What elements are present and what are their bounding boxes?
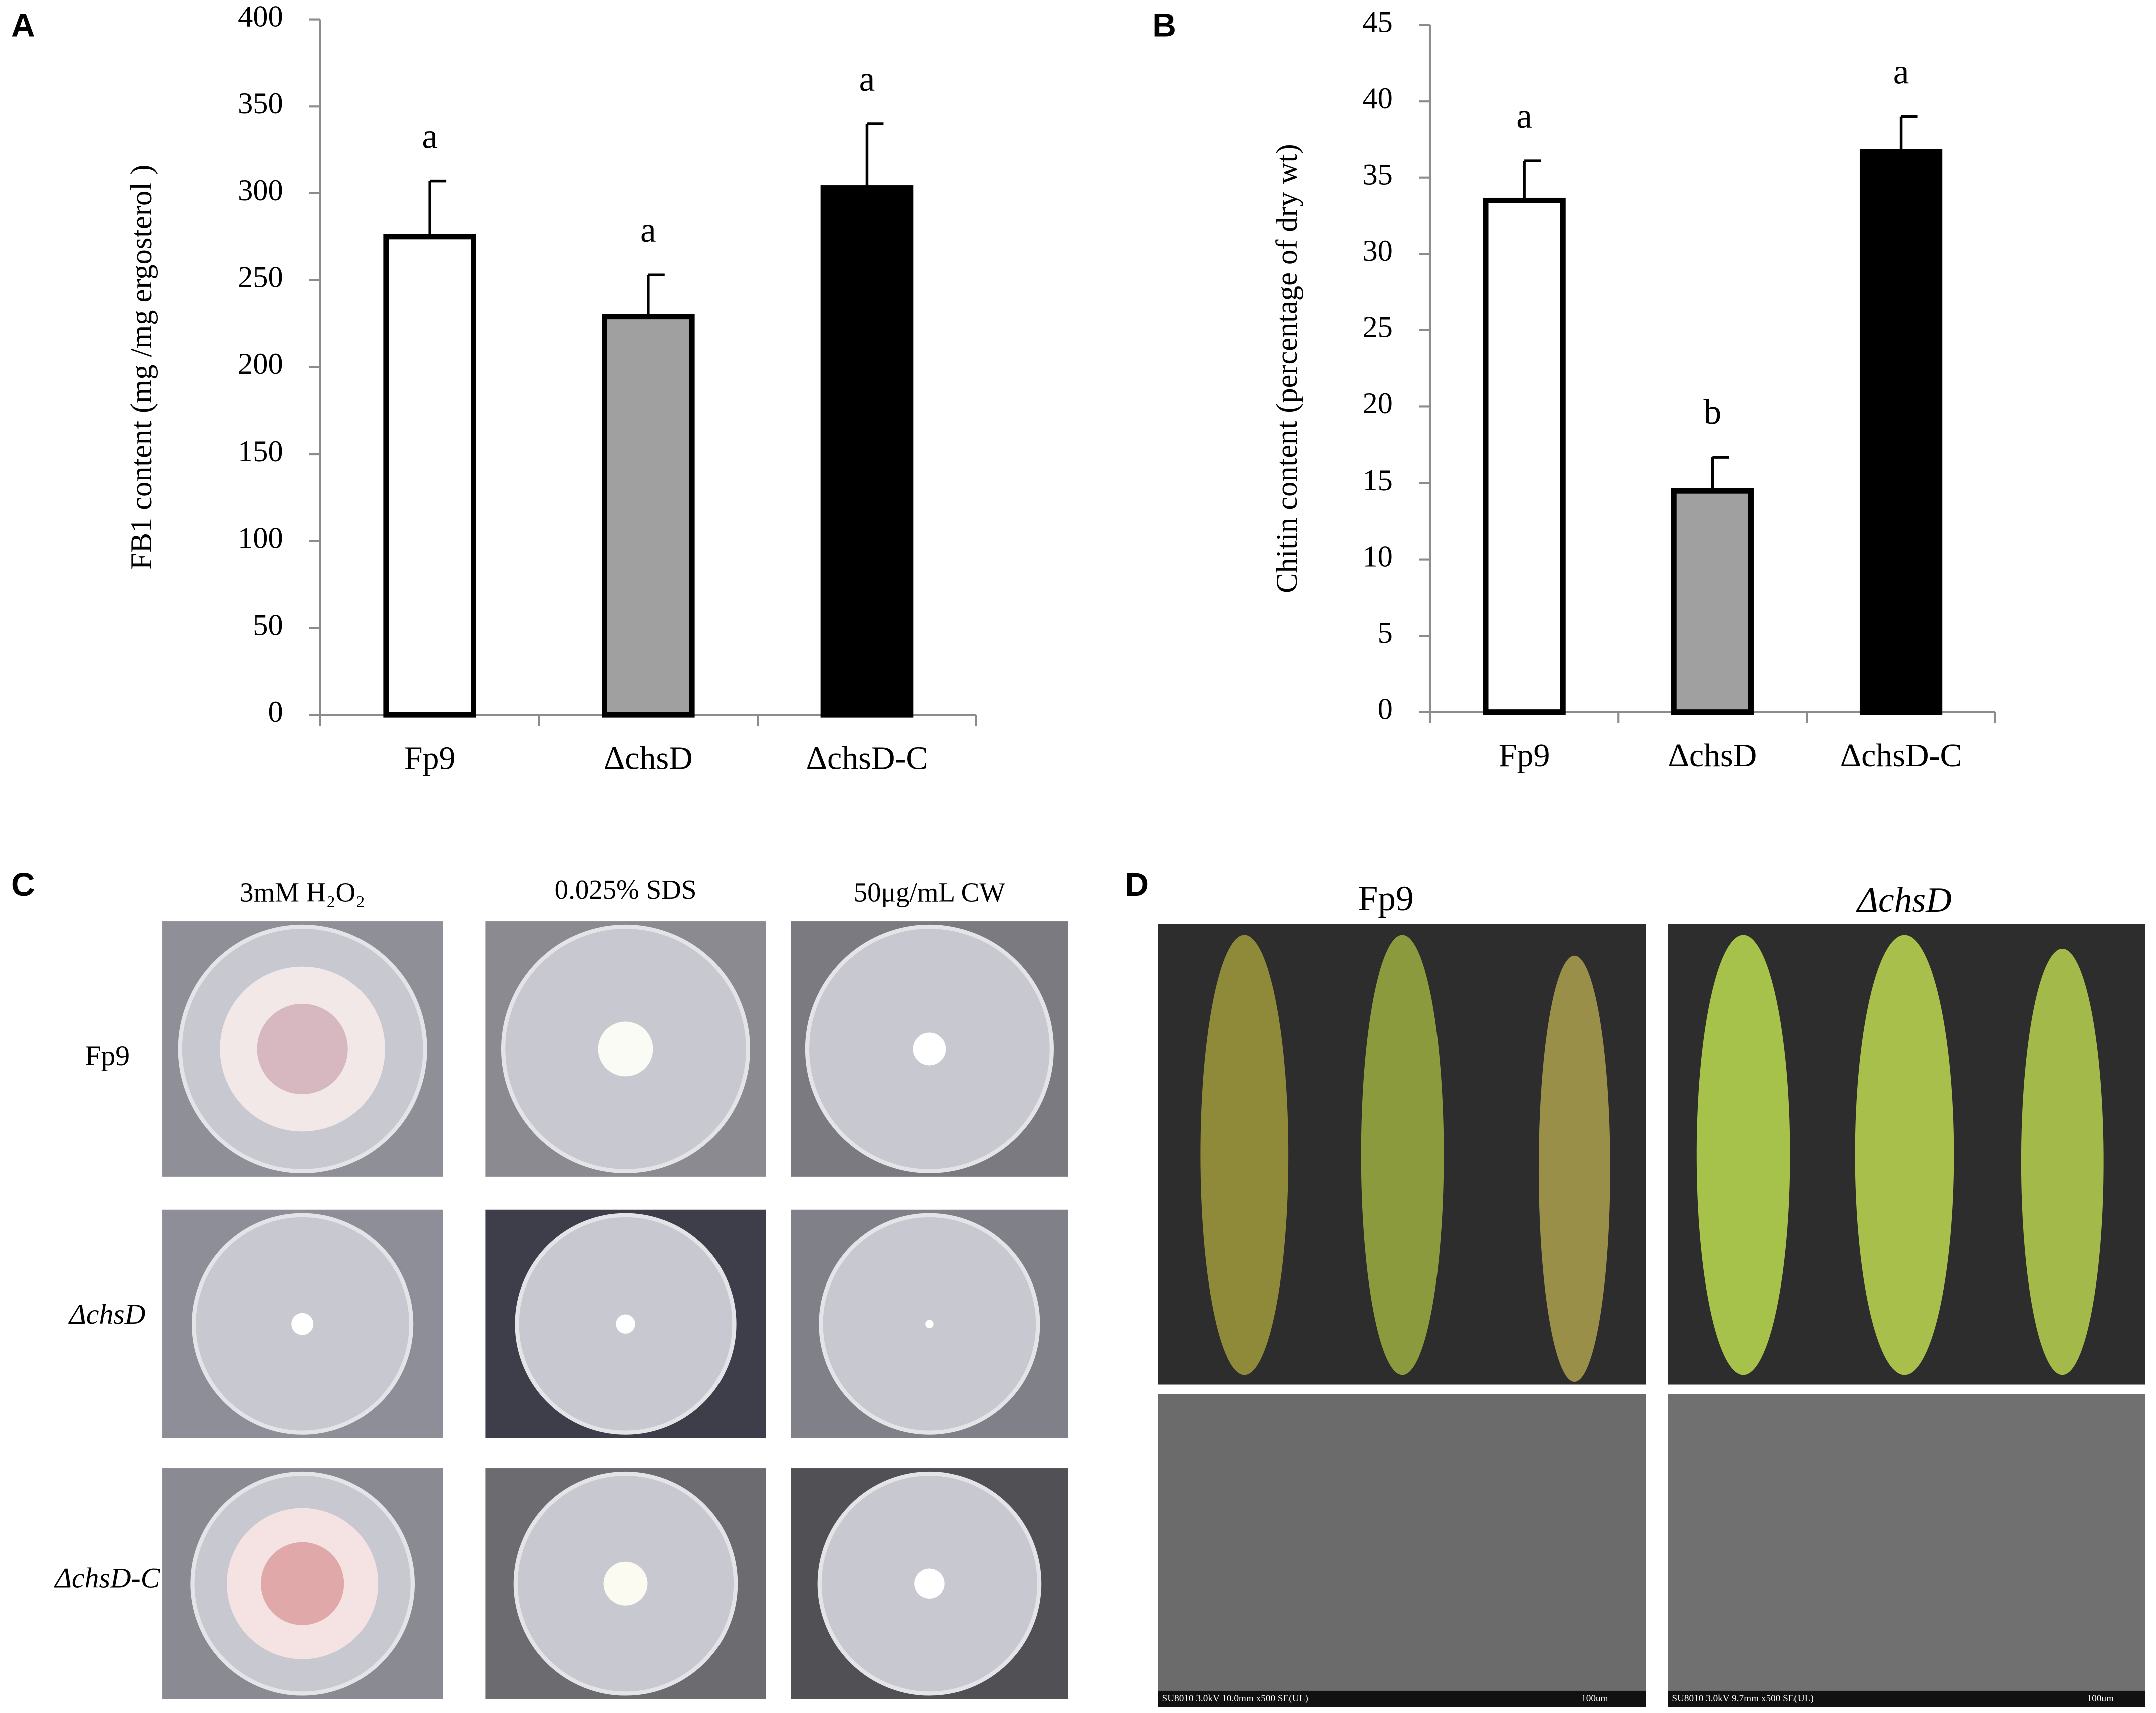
column-header: 3mM H₂O₂ xyxy=(240,877,365,908)
bar xyxy=(820,185,914,718)
significance-letter: a xyxy=(640,210,656,250)
x-tick-label: ΔchsD-C xyxy=(806,740,928,777)
column-header: Fp9 xyxy=(1358,879,1414,918)
y-tick-label: 250 xyxy=(238,261,283,294)
colony-center xyxy=(257,1003,348,1095)
x-tick-label: ΔchsD xyxy=(604,740,693,777)
y-tick-label: 100 xyxy=(238,522,283,555)
y-tick-label: 200 xyxy=(238,347,283,381)
colony xyxy=(598,1021,653,1077)
colony-center xyxy=(261,1542,344,1625)
bar xyxy=(1859,149,1943,715)
sem-caption: SU8010 3.0kV 9.7mm x500 SE(UL) xyxy=(1672,1693,1814,1704)
row-label: ΔchsD-C xyxy=(54,1562,160,1594)
y-tick-label: 300 xyxy=(238,174,283,207)
x-tick-label: ΔchsD xyxy=(1668,737,1757,774)
sem-image xyxy=(1158,1394,1646,1705)
bar xyxy=(1483,197,1566,715)
x-tick-label: ΔchsD-C xyxy=(1840,737,1962,774)
significance-letter: a xyxy=(1893,52,1909,92)
row-label: Fp9 xyxy=(85,1040,130,1072)
sem-caption-bar xyxy=(1158,1690,1646,1707)
colony xyxy=(925,1320,934,1328)
plate-photos xyxy=(162,921,1068,1699)
x-tick-label: Fp9 xyxy=(1499,737,1550,774)
significance-letter: a xyxy=(1516,96,1532,136)
sem-image xyxy=(1668,1394,2145,1705)
significance-letter: a xyxy=(859,59,875,99)
y-tick-label: 350 xyxy=(238,87,283,120)
y-tick-label: 0 xyxy=(268,695,283,729)
column-header: 0.025% SDS xyxy=(555,874,697,905)
sem-scale: 100um xyxy=(2087,1693,2114,1704)
y-axis-label: FB1 content (mg /mg ergosterol ) xyxy=(125,165,158,570)
bar xyxy=(602,314,695,718)
panel-label: D xyxy=(1125,866,1149,903)
y-tick-label: 50 xyxy=(253,608,283,642)
significance-letter: a xyxy=(422,117,438,156)
colony xyxy=(913,1032,946,1066)
colony xyxy=(291,1313,314,1335)
y-tick-label: 40 xyxy=(1362,82,1392,115)
bar xyxy=(383,234,476,718)
column-header: 50μg/mL CW xyxy=(854,877,1006,908)
y-tick-label: 30 xyxy=(1362,234,1392,268)
colony xyxy=(603,1561,648,1606)
y-tick-label: 45 xyxy=(1362,5,1392,39)
y-tick-label: 400 xyxy=(238,0,283,33)
colony xyxy=(914,1568,945,1599)
panel-label: C xyxy=(11,866,35,903)
significance-letter: b xyxy=(1704,392,1722,432)
y-axis-label: Chitin content (percentage of dry wt) xyxy=(1270,144,1304,593)
y-tick-label: 25 xyxy=(1362,311,1392,344)
panel-label: A xyxy=(11,6,35,43)
y-tick-label: 20 xyxy=(1362,387,1392,420)
y-tick-label: 5 xyxy=(1378,616,1393,650)
colony xyxy=(616,1314,635,1334)
sem-caption: SU8010 3.0kV 10.0mm x500 SE(UL) xyxy=(1162,1693,1308,1704)
y-tick-label: 15 xyxy=(1362,464,1392,497)
panicles xyxy=(1200,935,2104,1382)
y-tick-label: 35 xyxy=(1362,158,1392,192)
bar xyxy=(1671,488,1754,715)
panel-label: B xyxy=(1152,6,1176,43)
x-tick-label: Fp9 xyxy=(404,740,456,777)
sem-caption-bar xyxy=(1668,1690,2145,1707)
y-tick-label: 10 xyxy=(1362,540,1392,573)
column-header: ΔchsD xyxy=(1856,880,1952,920)
row-label: ΔchsD xyxy=(68,1299,145,1330)
y-tick-label: 0 xyxy=(1378,693,1393,726)
sem-scale: 100um xyxy=(1581,1693,1608,1704)
y-tick-label: 150 xyxy=(238,435,283,468)
